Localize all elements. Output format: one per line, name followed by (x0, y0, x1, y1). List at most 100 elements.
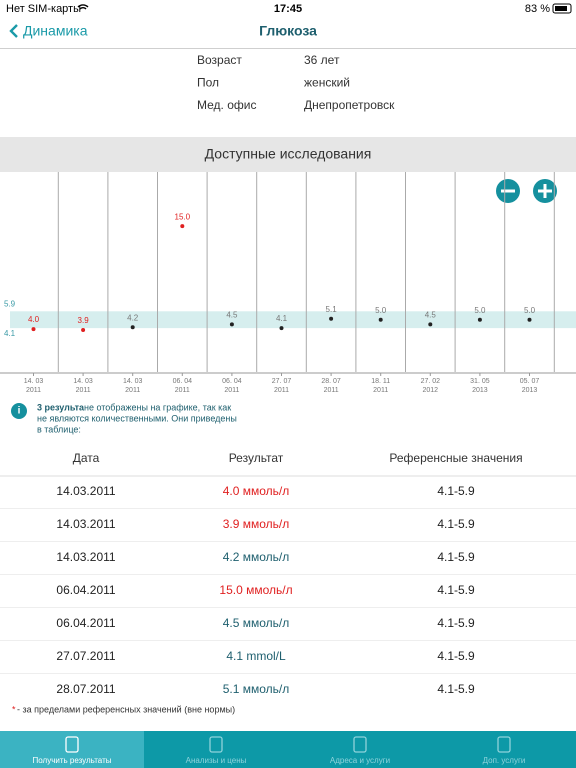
row-reference: 4.1-5.9 (437, 550, 475, 564)
info-label: Возраст (197, 53, 242, 67)
row-result: 4.2 ммоль/л (223, 550, 290, 564)
tab-icon (65, 736, 79, 753)
tab-icon (497, 736, 511, 753)
x-tick-label: 2011 (125, 387, 140, 394)
info-label: Пол (197, 76, 219, 90)
minus-glyph (501, 189, 515, 193)
x-tick-label: 2013 (472, 387, 488, 394)
value-label: 15.0 (175, 212, 191, 221)
table-header: Результат (229, 451, 284, 465)
tab-label[interactable]: Анализы и цены (186, 756, 247, 765)
row-reference: 4.1-5.9 (437, 517, 475, 531)
point (477, 317, 482, 322)
row-result: 15.0 ммоль/л (219, 583, 292, 597)
reference-low: 4.1 (4, 329, 16, 338)
x-tick-label: 2011 (175, 387, 190, 394)
note-text: не являются количественными. Они приведе… (37, 413, 237, 423)
row-date: 14.03.2011 (56, 484, 115, 498)
value-label: 5.0 (474, 306, 486, 315)
top-bar (0, 0, 576, 48)
x-tick-label: 2011 (26, 387, 41, 394)
point (527, 317, 532, 322)
x-tick-label: 27. 02 (421, 378, 441, 385)
value-label: 5.0 (375, 306, 387, 315)
value-label: 4.5 (425, 311, 437, 320)
x-tick-label: 18. 11 (371, 378, 390, 385)
nav-title: Глюкоза (259, 23, 317, 39)
x-tick-label: 14. 03 (73, 378, 93, 385)
row-result: 5.1 ммоль/л (223, 682, 290, 696)
x-tick-label: 2011 (324, 387, 339, 394)
battery-icon (552, 3, 572, 14)
battery-level (555, 6, 567, 11)
value-label: 4.5 (226, 311, 238, 320)
table-header: Дата (73, 451, 100, 465)
point (378, 317, 383, 322)
back-button[interactable]: Динамика (23, 23, 88, 39)
point (81, 328, 86, 333)
row-result: 4.5 ммоль/л (223, 616, 290, 630)
reference-band (10, 311, 576, 329)
value-label: 5.1 (326, 305, 338, 314)
x-tick-label: 14. 03 (24, 378, 44, 385)
reference-high: 5.9 (4, 299, 16, 308)
row-reference: 4.1-5.9 (437, 583, 475, 597)
info-label: Мед. офис (197, 98, 256, 112)
battery-text: 83 % (525, 3, 550, 15)
info-icon (11, 403, 27, 419)
back-arrow[interactable] (9, 24, 18, 38)
note-text: не отображены на графике, так как (84, 402, 231, 412)
row-date: 06.04.2011 (56, 583, 115, 597)
row-reference: 4.1-5.9 (437, 682, 475, 696)
row-date: 06.04.2011 (56, 616, 115, 630)
row-result: 3.9 ммоль/л (223, 517, 290, 531)
row-date: 27.07.2011 (56, 649, 115, 663)
point (31, 327, 36, 332)
value-label: 4.2 (127, 313, 139, 322)
row-date: 14.03.2011 (56, 517, 115, 531)
x-tick-label: 31. 05 (470, 378, 490, 385)
footnote-mark: * (12, 704, 16, 714)
point (229, 322, 234, 327)
row-date: 14.03.2011 (56, 550, 115, 564)
value-label: 5.0 (524, 306, 536, 315)
table-header: Референсные значения (389, 451, 522, 465)
x-tick-label: 2013 (522, 387, 538, 394)
row-reference: 4.1-5.9 (437, 616, 475, 630)
info-value: Днепропетровск (304, 98, 395, 112)
info-value: 36 лет (304, 53, 340, 67)
point (130, 325, 135, 330)
tab-label[interactable]: Доп. услуги (483, 756, 526, 765)
x-tick-label: 06. 04 (173, 378, 193, 385)
row-result: 4.1 mmol/L (226, 649, 286, 663)
tab-label[interactable]: Получить результаты (33, 756, 112, 765)
point (279, 326, 284, 331)
x-tick-label: 2011 (76, 387, 91, 394)
section-title: Доступные исследования (205, 146, 372, 162)
plus-glyph-v (543, 184, 547, 198)
x-tick-label: 06. 04 (222, 378, 242, 385)
info-value: женский (304, 76, 350, 90)
info-glyph: i (18, 406, 21, 417)
section-header (0, 137, 576, 172)
value-label: 4.1 (276, 314, 288, 323)
x-tick-label: 14. 03 (123, 378, 143, 385)
x-tick-label: 05. 07 (520, 378, 540, 385)
point (428, 322, 433, 327)
point (329, 316, 334, 321)
x-tick-label: 2011 (274, 387, 289, 394)
value-label: 3.9 (78, 316, 90, 325)
footnote-text: - за пределами референсных значений (вне… (17, 704, 235, 714)
x-tick-label: 2011 (373, 387, 388, 394)
point (180, 224, 185, 229)
x-tick-label: 2011 (224, 387, 239, 394)
wifi-icon (77, 4, 89, 10)
row-result: 4.0 ммоль/л (223, 484, 290, 498)
tab-label[interactable]: Адреса и услуги (330, 756, 390, 765)
note-bold: 3 результа (37, 402, 85, 412)
time: 17:45 (274, 3, 302, 15)
value-label: 4.0 (28, 315, 40, 324)
x-tick-label: 2012 (423, 387, 439, 394)
tab-icon (209, 736, 223, 753)
